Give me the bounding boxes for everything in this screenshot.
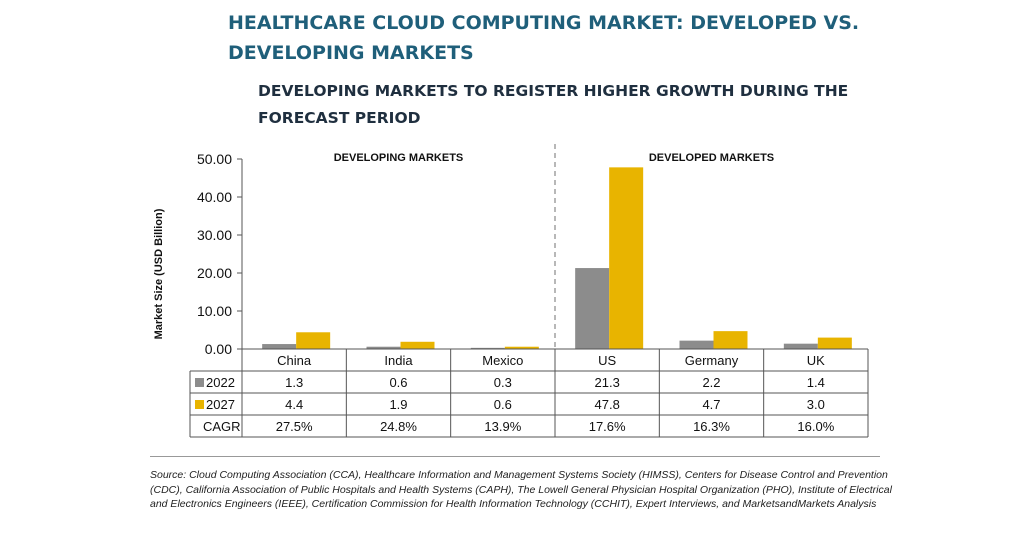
y-axis-label: Market Size (USD Billion) — [153, 208, 165, 339]
bar-2022-germany — [679, 340, 714, 349]
region-label: DEVELOPED MARKETS — [649, 152, 774, 164]
region-label: DEVELOPING MARKETS — [334, 152, 464, 164]
y-tick-label: 0.00 — [205, 341, 232, 357]
data-label-2027: 1.9 — [389, 397, 407, 412]
bar-2022-mexico — [470, 347, 505, 349]
bar-2027-us — [609, 167, 644, 349]
category-label: Mexico — [482, 353, 523, 368]
data-label-2022: 1.3 — [285, 375, 303, 390]
data-label-2022: 2.2 — [702, 375, 720, 390]
legend-label-2027: 2027 — [206, 397, 235, 412]
legend-swatch-2027 — [195, 400, 204, 409]
category-label: Germany — [685, 353, 739, 368]
chart-title: HEALTHCARE CLOUD COMPUTING MARKET: DEVEL… — [228, 12, 860, 64]
cagr-value: 27.5% — [276, 419, 313, 434]
legend-swatch-2022 — [195, 378, 204, 387]
cagr-value: 17.6% — [589, 419, 626, 434]
data-label-2027: 4.4 — [285, 397, 303, 412]
bar-2027-china — [296, 332, 331, 349]
bar-2027-mexico — [504, 346, 539, 349]
bar-2022-china — [262, 344, 297, 349]
cagr-value: 13.9% — [484, 419, 521, 434]
data-label-2027: 3.0 — [807, 397, 825, 412]
cagr-value: 24.8% — [380, 419, 417, 434]
y-tick-label: 10.00 — [197, 303, 232, 319]
category-label: India — [384, 353, 413, 368]
cagr-value: 16.3% — [693, 419, 730, 434]
data-label-2027: 4.7 — [702, 397, 720, 412]
y-tick-label: 40.00 — [197, 189, 232, 205]
bar-2027-germany — [713, 331, 748, 349]
bar-2022-india — [366, 346, 401, 349]
data-label-2022: 21.3 — [595, 375, 620, 390]
source-note: Source: Cloud Computing Association (CCA… — [150, 469, 892, 510]
row-label-cagr: CAGR — [203, 419, 241, 434]
bar-2027-india — [400, 341, 435, 349]
data-label-2022: 0.3 — [494, 375, 512, 390]
data-label-2022: 1.4 — [807, 375, 825, 390]
bar-2027-uk — [817, 337, 852, 349]
category-label: UK — [807, 353, 825, 368]
category-label: US — [598, 353, 616, 368]
legend-label-2022: 2022 — [206, 375, 235, 390]
category-label: China — [277, 353, 312, 368]
source-divider — [150, 456, 880, 457]
chart-subtitle: DEVELOPING MARKETS TO REGISTER HIGHER GR… — [258, 82, 849, 127]
bar-2022-uk — [783, 343, 818, 349]
y-tick-label: 30.00 — [197, 227, 232, 243]
data-label-2027: 47.8 — [595, 397, 620, 412]
data-label-2027: 0.6 — [494, 397, 512, 412]
data-label-2022: 0.6 — [389, 375, 407, 390]
y-tick-label: 50.00 — [197, 151, 232, 167]
cagr-value: 16.0% — [797, 419, 834, 434]
y-tick-label: 20.00 — [197, 265, 232, 281]
bar-2022-us — [575, 268, 610, 349]
